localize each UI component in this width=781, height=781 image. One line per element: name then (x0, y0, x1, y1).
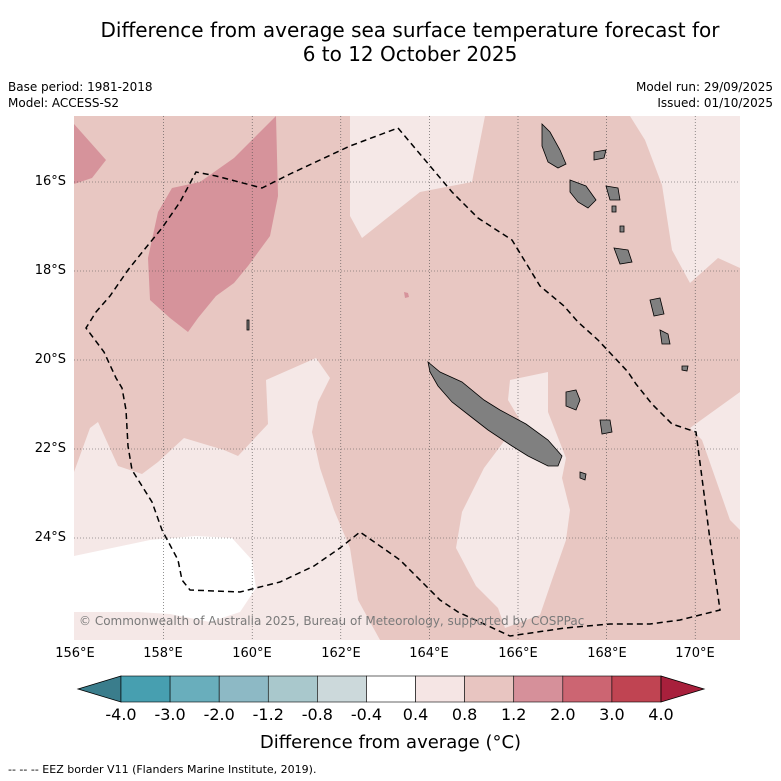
island-small-5 (619, 225, 625, 233)
anomaly-speck (404, 292, 409, 298)
colorbar (76, 675, 706, 703)
vanuatu-7 (659, 329, 671, 345)
colorbar-extend-low (76, 675, 122, 703)
land-masses (246, 123, 689, 481)
base-period: Base period: 1981-2018 (8, 80, 153, 94)
lon-label: 166°E (498, 646, 538, 661)
anomaly-region-low-east (690, 392, 740, 530)
lon-label: 168°E (587, 646, 627, 661)
island-small-1 (579, 471, 587, 481)
colorbar-segment (513, 675, 564, 703)
colorbar-tick-label: 2.0 (550, 705, 576, 724)
colorbar-tick-label: 0.8 (451, 705, 478, 724)
lon-label: 164°E (409, 646, 449, 661)
loyalty-island-1 (565, 389, 581, 411)
anomaly-region-neutral (74, 536, 256, 622)
lon-label: 156°E (55, 646, 95, 661)
issued-date: Issued: 01/10/2025 (657, 96, 773, 110)
colorbar-segment (317, 675, 367, 703)
title-line-1: Difference from average sea surface temp… (100, 18, 720, 42)
anomaly-region-high-corner (74, 124, 106, 184)
colorbar-tick-label: -2.0 (203, 705, 235, 724)
map-title: Difference from average sea surface temp… (0, 18, 781, 66)
vanuatu-6 (649, 297, 665, 317)
vanuatu-2 (569, 179, 597, 209)
lat-label: 16°S (34, 174, 66, 189)
colorbar-segment (415, 675, 465, 703)
meta-left: Base period: 1981-2018 Model: ACCESS-S2 (8, 79, 153, 111)
colorbar-tick-label: 3.0 (599, 705, 625, 724)
lon-label: 158°E (143, 646, 183, 661)
colorbar-tick-label: -0.4 (350, 705, 383, 724)
lon-label: 162°E (321, 646, 361, 661)
colorbar-segment (267, 675, 318, 703)
lat-label: 20°S (34, 352, 66, 367)
eez-border (85, 127, 721, 637)
vanuatu-3 (593, 149, 607, 161)
colorbar-tick-label: -1.2 (252, 705, 284, 724)
island-small-2 (681, 365, 689, 372)
colorbar-segment (366, 675, 416, 703)
colorbar-segment (218, 675, 269, 703)
colorbar-tick-label: 4.0 (648, 705, 674, 724)
vanuatu-5 (613, 247, 633, 265)
lon-label: 170°E (675, 646, 715, 661)
anomaly-region-low-northeast (630, 116, 740, 283)
colorbar-tick-label: 0.4 (402, 705, 429, 724)
eez-footnote: -- -- -- EEZ border V11 (Flanders Marine… (8, 763, 317, 776)
new-caledonia (427, 360, 563, 467)
meta-right: Model run: 29/09/2025 Issued: 01/10/2025 (636, 79, 773, 111)
colorbar-segment (611, 675, 662, 703)
graticule (74, 116, 740, 640)
colorbar-segment (120, 675, 171, 703)
title-line-2: 6 to 12 October 2025 (302, 42, 518, 66)
colorbar-tick-label: 1.2 (500, 705, 527, 724)
colorbar-extend-high (660, 675, 706, 703)
model-run: Model run: 29/09/2025 (635, 80, 773, 94)
loyalty-island-2 (599, 419, 613, 435)
anomaly-region-high-west (148, 116, 278, 332)
anomaly-region-low-north (350, 116, 485, 238)
model-name: Model: ACCESS-S2 (8, 96, 120, 110)
island-small-3 (246, 319, 250, 331)
lat-label: 24°S (34, 530, 66, 545)
colorbar-segment (562, 675, 613, 703)
lat-label: 18°S (34, 263, 66, 278)
lat-label: 22°S (34, 441, 66, 456)
colorbar-title: Difference from average (°C) (259, 732, 522, 753)
colorbar-tick-label: -4.0 (105, 705, 137, 724)
colorbar-tick-label: -0.8 (301, 705, 333, 724)
colorbar-segment (464, 675, 515, 703)
vanuatu-4 (605, 185, 621, 201)
copyright-notice: © Commonwealth of Australia 2025, Bureau… (79, 614, 585, 628)
colorbar-segment (169, 675, 220, 703)
lon-label: 160°E (232, 646, 272, 661)
colorbar-tick-label: -3.0 (154, 705, 186, 724)
vanuatu-1 (541, 123, 567, 169)
island-small-4 (611, 205, 617, 213)
